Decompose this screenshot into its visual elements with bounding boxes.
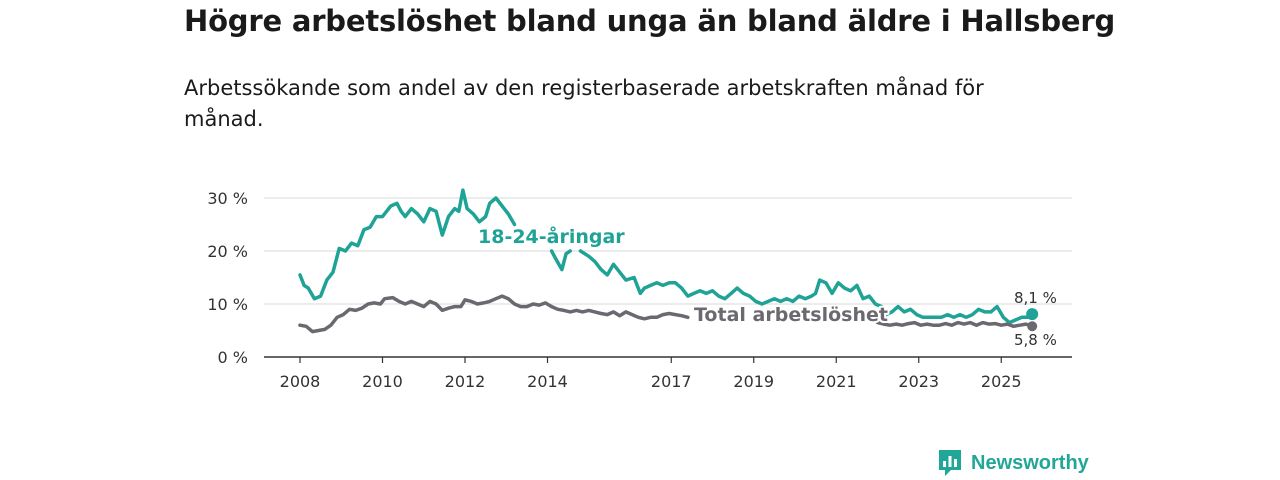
series-line-youth-segment-0 xyxy=(298,188,517,301)
y-tick-label-10: 10 % xyxy=(207,295,248,314)
x-tick-label-2021: 2021 xyxy=(816,372,857,391)
series-lines xyxy=(298,188,1039,334)
x-tick-label-2012: 2012 xyxy=(445,372,486,391)
series-line-youth-segment-1 xyxy=(549,249,572,272)
series-line-total-segment-1 xyxy=(875,320,1034,329)
y-tick-label-20: 20 % xyxy=(207,242,248,261)
end-point-total xyxy=(1027,321,1038,332)
y-tick-label-0: 0 % xyxy=(218,348,248,367)
y-tick-label-30: 30 % xyxy=(207,189,248,208)
x-tick-label-2023: 2023 xyxy=(898,372,939,391)
x-tick-label-2019: 2019 xyxy=(733,372,774,391)
chart-subtitle: Arbetssökande som andel av den registerb… xyxy=(184,76,984,131)
x-tick-label-2017: 2017 xyxy=(651,372,692,391)
series-label-total: Total arbetslöshet xyxy=(694,304,888,326)
end-label-total: 5,8 % xyxy=(1014,331,1057,349)
brand-name: Newsworthy xyxy=(971,451,1089,474)
end-label-youth: 8,1 % xyxy=(1014,289,1057,307)
chart-labels: 18-24-åringar Total arbetslöshet 8,1 % 5,8 … xyxy=(476,222,1057,349)
series-line-total-segment-0 xyxy=(298,294,690,334)
x-tick-label-2025: 2025 xyxy=(981,372,1022,391)
grid-lines xyxy=(264,197,1072,305)
series-line-youth-segment-2 xyxy=(578,249,1034,325)
x-tick-label-2014: 2014 xyxy=(527,372,568,391)
series-label-youth: 18-24-åringar xyxy=(478,224,625,248)
chart-title: Högre arbetslöshet bland unga än bland ä… xyxy=(184,4,1116,38)
newsworthy-chart-icon xyxy=(939,450,961,476)
newsworthy-logo[interactable]: Newsworthy xyxy=(937,448,1089,478)
x-tick-label-2010: 2010 xyxy=(362,372,403,391)
x-tick-label-2008: 2008 xyxy=(280,372,321,391)
end-point-youth xyxy=(1026,308,1039,321)
axes: 0 % 10 % 20 % 30 % 2008 2010 2012 2014 2017 2019 2… xyxy=(207,189,1072,391)
